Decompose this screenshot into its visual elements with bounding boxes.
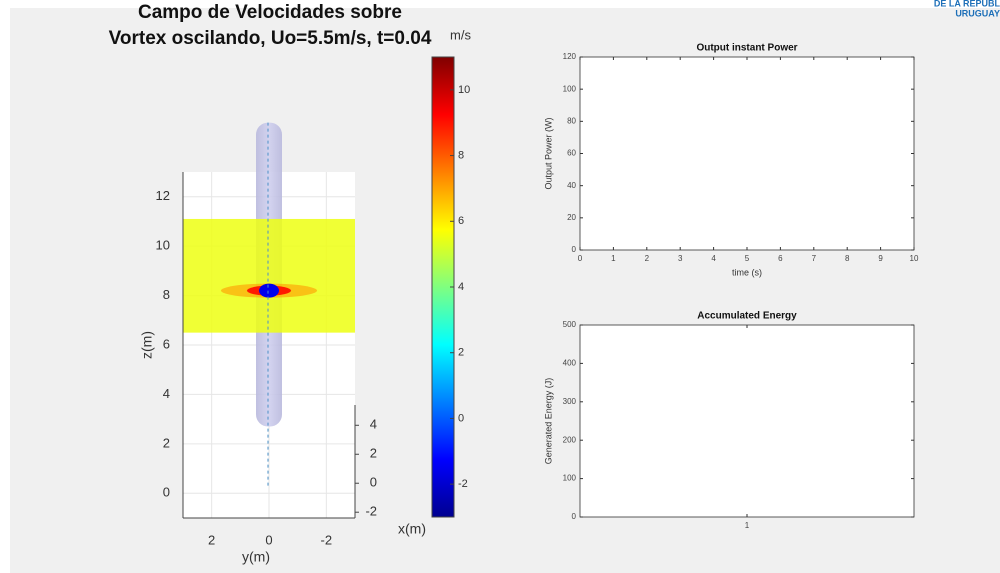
colorbar-tick-label: 8 xyxy=(458,149,464,161)
x-tick-label: 9 xyxy=(878,254,883,263)
y-tick-label: 2 xyxy=(163,435,170,450)
y-tick-label: 400 xyxy=(563,359,577,368)
chart-title: Accumulated Energy xyxy=(697,311,797,322)
y-tick-label: 500 xyxy=(563,320,577,329)
chart-title: Output instant Power xyxy=(696,43,797,54)
y-tick-label: 6 xyxy=(163,336,170,351)
colorbar-tick-label: 10 xyxy=(458,84,470,96)
y-axis-label: z(m) xyxy=(139,331,155,359)
colorbar-tick-label: 4 xyxy=(458,281,464,293)
y-tick-label: 40 xyxy=(567,181,576,190)
colorbar-tick-label: 2 xyxy=(458,347,464,359)
depth-tick-label: -2 xyxy=(365,504,377,519)
colorbar-tick-label: -2 xyxy=(458,478,468,490)
y-tick-label: 60 xyxy=(567,149,576,158)
vortex-core xyxy=(259,283,279,298)
depth-tick-label: 4 xyxy=(370,417,377,432)
x-tick-label: 4 xyxy=(711,254,716,263)
y-axis-label: Generated Energy (J) xyxy=(543,378,553,465)
chart-title: Campo de Velocidades sobre xyxy=(138,2,402,23)
x-tick-label: -2 xyxy=(321,532,333,547)
x-tick-label: 0 xyxy=(265,532,272,547)
x-axis-label: y(m) xyxy=(242,549,270,565)
y-tick-label: 0 xyxy=(572,512,577,521)
x-axis-label: time (s) xyxy=(732,267,762,277)
logo-text: DE LA REPÚBL xyxy=(934,0,1000,8)
colorbar-tick-label: 6 xyxy=(458,215,464,227)
depth-axis-label: x(m) xyxy=(398,521,426,537)
y-tick-label: 10 xyxy=(156,238,170,253)
y-tick-label: 100 xyxy=(563,84,577,93)
y-tick-label: 100 xyxy=(563,474,577,483)
x-tick-label: 0 xyxy=(578,254,583,263)
y-tick-label: 0 xyxy=(163,485,170,500)
y-tick-label: 200 xyxy=(563,435,577,444)
x-tick-label: 1 xyxy=(745,521,750,530)
x-tick-label: 7 xyxy=(812,254,817,263)
x-tick-label: 2 xyxy=(645,254,650,263)
y-tick-label: 120 xyxy=(563,52,577,61)
axes-background xyxy=(579,324,915,518)
velocity-plane xyxy=(183,218,355,333)
x-tick-label: 2 xyxy=(208,532,215,547)
axes-background xyxy=(579,56,915,251)
colorbar-tick-label: 0 xyxy=(458,412,464,424)
logo-text: URUGUAY xyxy=(955,8,1000,18)
depth-tick-label: 2 xyxy=(370,446,377,461)
y-tick-label: 8 xyxy=(163,287,170,302)
y-tick-label: 80 xyxy=(567,116,576,125)
chart-title: Vortex oscilando, Uo=5.5m/s, t=0.04 xyxy=(109,28,432,49)
colorbar-label: m/s xyxy=(450,27,471,42)
y-tick-label: 20 xyxy=(567,213,576,222)
x-tick-label: 5 xyxy=(745,254,750,263)
y-tick-label: 12 xyxy=(156,188,170,203)
y-tick-label: 0 xyxy=(572,245,577,254)
y-axis-label: Output Power (W) xyxy=(543,117,553,189)
x-tick-label: 10 xyxy=(910,254,919,263)
depth-tick-label: 0 xyxy=(370,475,377,490)
x-tick-label: 3 xyxy=(678,254,683,263)
y-tick-label: 300 xyxy=(563,397,577,406)
x-tick-label: 1 xyxy=(611,254,616,263)
x-tick-label: 8 xyxy=(845,254,850,263)
x-tick-label: 6 xyxy=(778,254,783,263)
y-tick-label: 4 xyxy=(163,386,170,401)
